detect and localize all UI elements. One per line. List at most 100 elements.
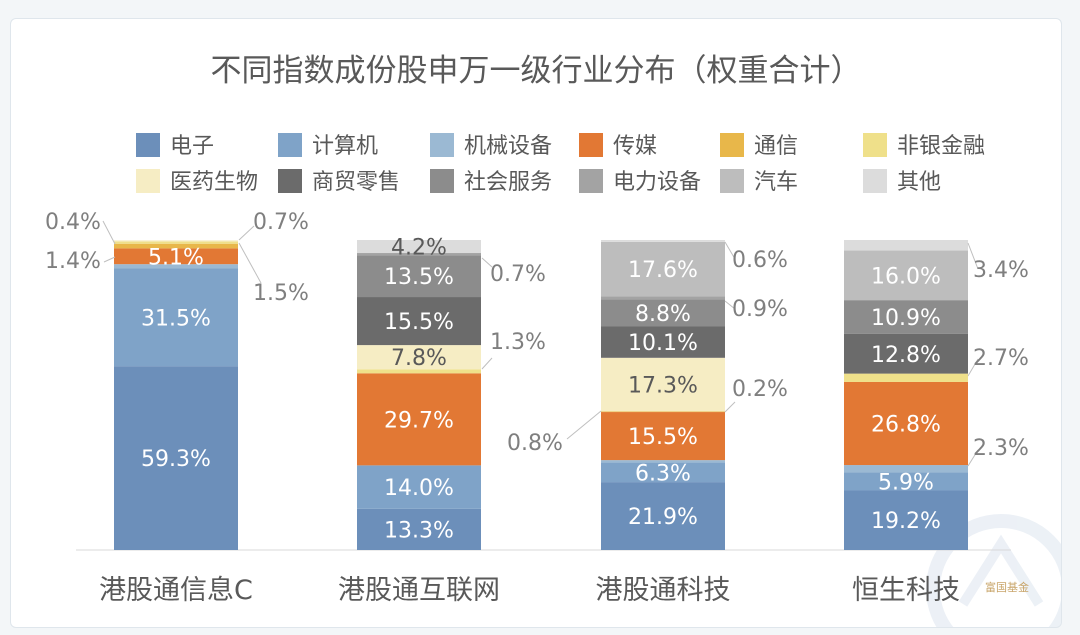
bar-segment (114, 241, 238, 244)
legend-swatch (136, 133, 160, 157)
bar-segment (844, 490, 968, 550)
data-label: 8.8% (635, 302, 691, 327)
x-axis-tick-labels: 港股通信息C 港股通互联网 港股通科技 恒生科技 (99, 575, 960, 606)
legend-label: 机械设备 (464, 134, 552, 159)
leader-line (724, 241, 736, 260)
leader-line (724, 401, 736, 413)
legend-item: 传媒 (579, 133, 657, 159)
data-label: 10.9% (871, 306, 941, 331)
bar-segment (114, 268, 238, 367)
data-label: 6.3% (635, 461, 691, 486)
bar-segment (114, 243, 238, 249)
bar-stacks (114, 240, 968, 550)
watermark-text: 富国基金 (985, 581, 1029, 594)
bar-segment (114, 240, 238, 242)
bar-segment (357, 297, 481, 346)
data-label: 14.0% (384, 476, 454, 501)
data-label: 2.3% (973, 436, 1029, 461)
bar-segment (601, 357, 725, 412)
bar-segment (357, 373, 481, 466)
data-label: 59.3% (141, 447, 211, 472)
data-label: 13.3% (384, 518, 454, 543)
data-label: 0.7% (253, 210, 309, 235)
bar-segment (114, 248, 238, 265)
leader-line (724, 300, 736, 310)
bar-segment (357, 345, 481, 370)
data-label: 19.2% (871, 509, 941, 534)
bar-segment (844, 465, 968, 473)
legend-swatch (579, 169, 603, 193)
bar-segment (601, 462, 725, 483)
bar-segment (601, 460, 725, 463)
bar-segment (601, 412, 725, 461)
legend-item: 医药生物 (136, 169, 258, 195)
data-label: 1.3% (490, 330, 546, 355)
bar-segment (844, 373, 968, 382)
legend-swatch (579, 133, 603, 157)
legend-label: 计算机 (312, 134, 378, 159)
data-label: 0.7% (490, 262, 546, 287)
legend-label: 通信 (754, 134, 798, 159)
x-tick-label: 港股通信息C (99, 575, 253, 606)
bar-segment (601, 296, 725, 300)
data-label: 16.0% (871, 264, 941, 289)
data-label: 10.1% (628, 331, 698, 356)
bar-segment (601, 411, 725, 413)
legend-swatch (863, 133, 887, 157)
leader-line (967, 242, 979, 270)
data-label: 31.5% (141, 306, 211, 331)
data-label: 2.7% (973, 346, 1029, 371)
leader-line (102, 220, 116, 245)
chart-frame: 不同指数成份股申万一级行业分布（权重合计） 电子 计算机 机械设备 传媒 通信 非银金融医… (10, 18, 1062, 628)
leader-line (967, 449, 979, 467)
data-label: 15.5% (384, 310, 454, 335)
legend-label: 汽车 (754, 170, 798, 195)
legend-item: 汽车 (720, 169, 798, 195)
bar-segment (601, 240, 725, 242)
leader-line (238, 242, 262, 284)
bar-segment (844, 333, 968, 374)
bar-segment (601, 299, 725, 327)
data-label: 21.9% (628, 505, 698, 530)
bar-segment (601, 326, 725, 358)
bar-segment (357, 240, 481, 254)
data-label: 17.3% (628, 374, 698, 399)
data-labels: 59.3% 31.5% 5.1% 1.4% 0.4% 0.7% 1.5% 13.3% 14.0%… (45, 210, 1029, 543)
legend-item: 电力设备 (579, 169, 701, 195)
data-label: 15.5% (628, 425, 698, 450)
legend-swatch (430, 133, 454, 157)
legend-swatch (278, 133, 302, 157)
x-tick-label: 港股通科技 (596, 575, 731, 606)
legend-item: 商贸零售 (278, 169, 400, 195)
bar-segment (357, 508, 481, 550)
bar-segment (357, 465, 481, 509)
stacked-bar-chart: 不同指数成份股申万一级行业分布（权重合计） 电子 计算机 机械设备 传媒 通信 非银金融医… (45, 53, 1061, 627)
data-label: 26.8% (871, 413, 941, 438)
chart-title: 不同指数成份股申万一级行业分布（权重合计） (211, 53, 862, 89)
bar-segment (357, 253, 481, 256)
data-label: 3.4% (973, 258, 1029, 283)
data-label: 0.2% (732, 377, 788, 402)
legend-label: 非银金融 (897, 134, 985, 159)
watermark-logo (926, 514, 1061, 627)
legend-item: 社会服务 (430, 169, 552, 195)
data-label: 5.1% (148, 245, 204, 270)
legend-item: 通信 (720, 133, 798, 159)
legend-swatch (136, 169, 160, 193)
legend-item: 计算机 (278, 133, 378, 159)
data-label: 7.8% (391, 346, 447, 371)
legend-label: 传媒 (613, 134, 657, 159)
x-tick-label: 港股通互联网 (338, 575, 500, 606)
x-tick-label: 恒生科技 (852, 575, 960, 606)
data-label: 29.7% (384, 408, 454, 433)
bar-segment (844, 381, 968, 466)
legend-swatch (720, 169, 744, 193)
leader-line (238, 225, 255, 241)
data-label: 1.5% (253, 281, 309, 306)
legend-swatch (278, 169, 302, 193)
data-label: 17.6% (628, 258, 698, 283)
bar-segment (844, 240, 968, 251)
legend-item: 机械设备 (430, 133, 552, 159)
data-label: 0.6% (732, 248, 788, 273)
